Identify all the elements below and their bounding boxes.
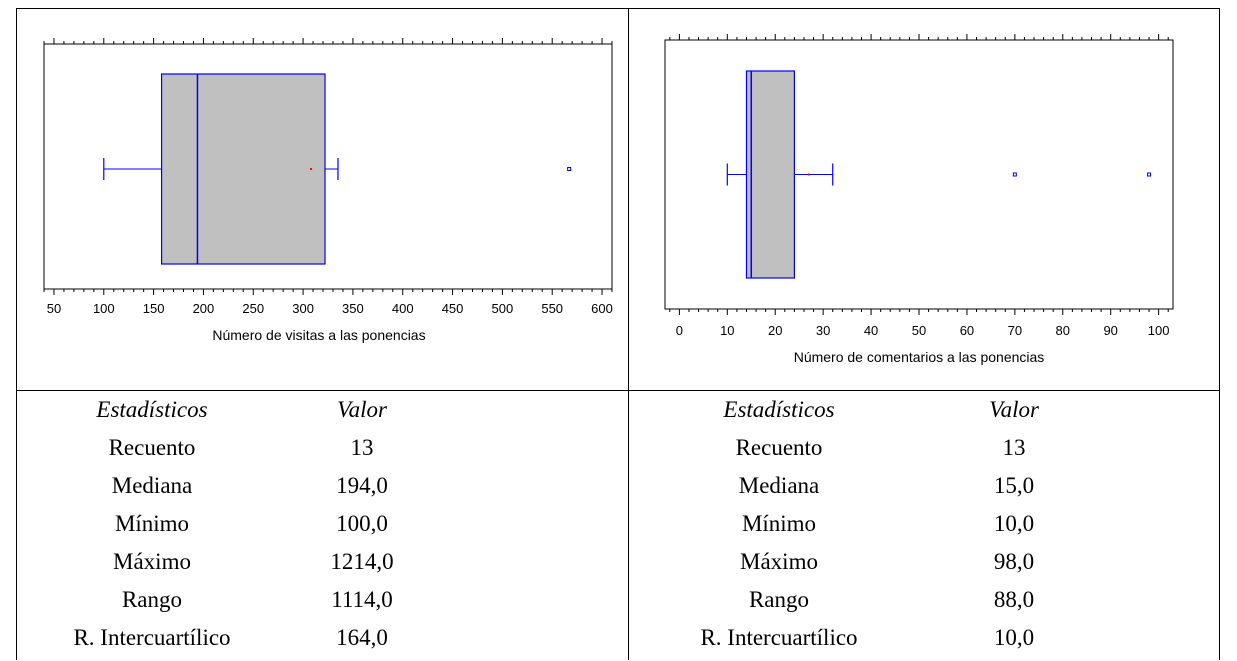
outlier-point: [567, 167, 572, 171]
x-tick-label: 10: [720, 323, 734, 338]
box-iqr: [745, 70, 795, 279]
x-tick-label: 400: [392, 301, 414, 316]
stats-row-label: Recuento: [735, 435, 823, 460]
x-tick-label: 70: [1008, 323, 1022, 338]
stats-row-value: 100,0: [336, 511, 388, 536]
x-tick-label: 40: [864, 323, 878, 338]
stats-row-label: Recuento: [108, 435, 196, 460]
x-tick-label: 20: [768, 323, 782, 338]
stats-row-label: Mínimo: [114, 511, 190, 536]
table-border-top: [16, 8, 1220, 9]
stats-table-comentarios: Estadísticos Valor Recuento 13 Mediana 1…: [629, 393, 1219, 659]
stats-row-value: 1214,0: [330, 549, 394, 574]
stats-row-value: 164,0: [336, 625, 388, 650]
x-tick-label: 300: [292, 301, 314, 316]
x-axis-label: Número de comentarios a las ponencias: [794, 349, 1045, 365]
x-tick-label: 30: [816, 323, 830, 338]
outlier-point: [1012, 172, 1017, 177]
stats-header-value: Valor: [989, 397, 1039, 422]
stats-table-visitas: Estadísticos Valor Recuento 13 Mediana 1…: [17, 393, 627, 659]
table-border-right: [1219, 8, 1220, 660]
x-tick-label: 50: [912, 323, 926, 338]
x-tick-label: 150: [143, 301, 165, 316]
stats-row-value: 13: [1002, 435, 1026, 460]
stats-row-value: 88,0: [993, 587, 1035, 612]
x-tick-label: 250: [242, 301, 264, 316]
stats-row-value: 194,0: [336, 473, 388, 498]
stats-row-label: Rango: [748, 587, 810, 612]
table-row-divider: [16, 390, 1220, 391]
x-tick-label: 90: [1103, 323, 1117, 338]
x-tick-label: 600: [591, 301, 613, 316]
x-tick-label: 100: [93, 301, 115, 316]
x-tick-label: 350: [342, 301, 364, 316]
stats-row-value: 10,0: [993, 625, 1035, 650]
outlier-point: [1147, 172, 1152, 177]
stats-row-value: 98,0: [993, 549, 1035, 574]
stats-row-label: Mediana: [738, 473, 820, 498]
stats-row-label: Rango: [121, 587, 183, 612]
x-tick-label: 80: [1056, 323, 1070, 338]
boxplot-comentarios: 0 10 20 30 40 50 60 70 80 90 100 Número de comentar…: [664, 34, 1174, 365]
mean-marker: [310, 168, 313, 170]
x-tick-label: 550: [541, 301, 563, 316]
stats-row-value: 1114,0: [331, 587, 393, 612]
table-border-middle: [628, 8, 629, 660]
stats-row-label: Mediana: [111, 473, 193, 498]
stats-row-label: Máximo: [113, 549, 191, 574]
stats-row-label: R. Intercuartílico: [73, 625, 231, 650]
x-axis-label: Número de visitas a las ponencias: [212, 327, 425, 343]
mean-marker: [807, 173, 810, 176]
x-tick-label: 60: [960, 323, 974, 338]
x-tick-label: 50: [47, 301, 61, 316]
x-tick-label: 0: [676, 323, 683, 338]
x-tick-label: 100: [1148, 323, 1170, 338]
stats-row-value: 10,0: [993, 511, 1035, 536]
x-tick-label: 200: [193, 301, 215, 316]
box-iqr: [160, 73, 326, 265]
stats-header-label: Estadísticos: [96, 397, 208, 422]
plot-frame: [43, 43, 613, 290]
stats-header-label: Estadísticos: [723, 397, 835, 422]
stats-row-label: R. Intercuartílico: [700, 625, 858, 650]
x-tick-label: 500: [492, 301, 514, 316]
stats-row-value: 13: [350, 435, 374, 460]
x-tick-label: 450: [442, 301, 464, 316]
stats-row-label: Mínimo: [741, 511, 817, 536]
stats-header-value: Valor: [337, 397, 387, 422]
boxplot-visitas: 50 100 150 200 250 300 350 400 450 500 550 600 Númer…: [43, 38, 613, 343]
stats-row-label: Máximo: [740, 549, 818, 574]
stats-row-value: 15,0: [993, 473, 1035, 498]
table-border-left: [16, 8, 17, 660]
